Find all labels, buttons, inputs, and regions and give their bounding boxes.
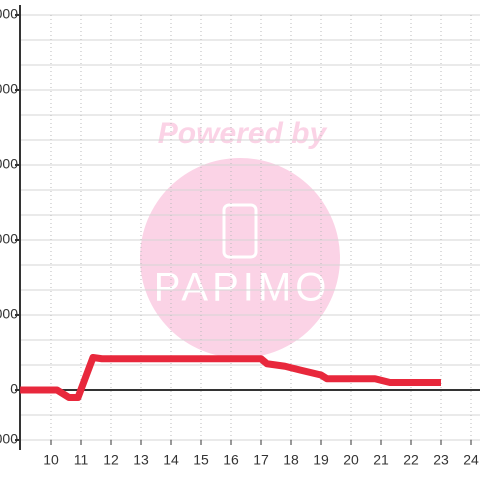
x-tick-label: 12 [103, 452, 119, 468]
y-tick-label: -20,000 [0, 431, 18, 447]
x-tick-label: 20 [343, 452, 359, 468]
y-tick-label: 30,000 [0, 306, 18, 322]
y-tick-label: 60,000 [0, 231, 18, 247]
y-tick-label: 90,000 [0, 156, 18, 172]
y-tick-label: 0 [10, 381, 18, 397]
y-tick-label: 150,000 [0, 6, 18, 22]
x-tick-label: 16 [223, 452, 239, 468]
watermark-title: Powered by [158, 117, 328, 150]
x-tick-label: 22 [403, 452, 419, 468]
x-tick-label: 21 [373, 452, 389, 468]
x-tick-label: 10 [43, 452, 59, 468]
x-tick-label: 11 [74, 452, 89, 468]
x-tick-label: 19 [313, 452, 329, 468]
x-tick-label: 14 [163, 452, 179, 468]
watermark-brand: PAPIMO [154, 266, 331, 310]
watermark-phone [222, 203, 258, 259]
x-tick-label: 15 [193, 452, 209, 468]
x-tick-label: 17 [253, 452, 269, 468]
x-tick-label: 23 [433, 452, 449, 468]
y-tick-label: 120,000 [0, 81, 18, 97]
x-tick-label: 24 [463, 452, 479, 468]
x-tick-label: 13 [133, 452, 149, 468]
data-line [20, 354, 441, 401]
x-tick-label: 18 [283, 452, 299, 468]
watermark: Powered by PAPIMO [140, 117, 340, 358]
